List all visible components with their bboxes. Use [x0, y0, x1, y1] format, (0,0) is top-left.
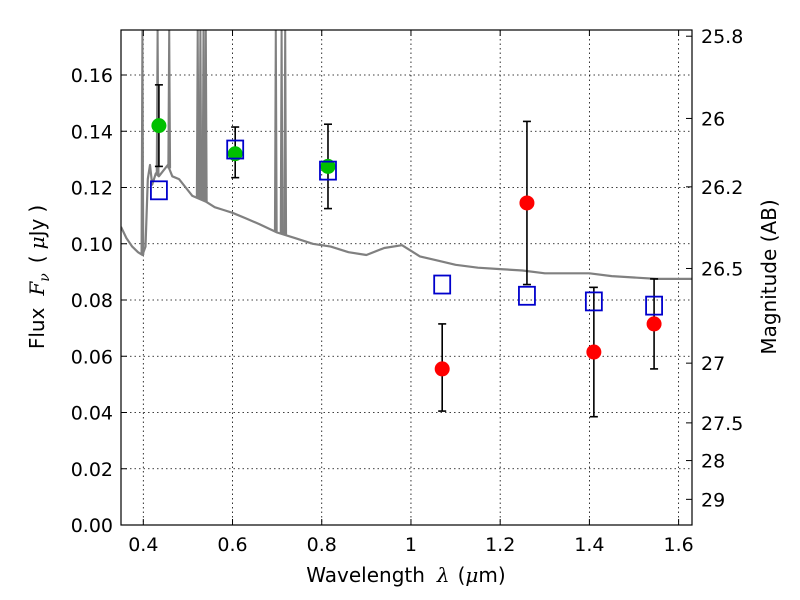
- model-point-square: [319, 160, 337, 181]
- grid: [121, 30, 692, 526]
- emission-line-spike: [140, 30, 145, 256]
- data-point-circle: [151, 118, 167, 134]
- mag-tick-label: 27.5: [701, 413, 743, 435]
- emission-line-spike: [201, 30, 206, 201]
- mag-tick-label: 26.5: [701, 258, 743, 280]
- y-tick-label: 0.06: [71, 346, 113, 368]
- model-point-square: [584, 291, 603, 312]
- error-bars-layer: [154, 84, 659, 418]
- x-tick-label: 1.6: [664, 534, 694, 556]
- y-tick-label: 0.16: [71, 65, 113, 87]
- model-point-square: [433, 274, 452, 295]
- mag-tick-label: 26: [701, 108, 725, 130]
- ticks: 0.4 0.6 0.8 1 1.2 1.4 1.6 0.00 0.02 0.04 0.06 0.08 0…: [71, 26, 744, 556]
- x-tick-label: 1.2: [485, 534, 515, 556]
- markers-layer: [150, 118, 663, 377]
- emission-line-spike: [198, 30, 203, 200]
- y-tick-label: 0.00: [71, 515, 113, 537]
- data-point-circle: [519, 195, 535, 211]
- emission-line-spike: [203, 30, 208, 202]
- y-tick-label: 0.08: [71, 290, 113, 312]
- emission-line-spike: [279, 30, 284, 234]
- mag-tick-label: 27: [701, 353, 725, 375]
- x-tick-label: 0.4: [128, 534, 158, 556]
- data-point-circle: [434, 361, 450, 377]
- emission-line-spike: [167, 30, 172, 169]
- x-tick-label: 1.4: [574, 534, 604, 556]
- y-tick-label: 0.10: [71, 234, 113, 256]
- data-point-circle: [646, 316, 662, 332]
- model-point-square: [518, 285, 536, 306]
- mag-tick-label: 26.2: [701, 177, 743, 199]
- y-axis-title: FluxFν(μJy): [25, 205, 53, 349]
- mag-tick-label: 28: [701, 451, 725, 473]
- y-tick-label: 0.02: [71, 459, 113, 481]
- y-tick-label: 0.14: [71, 121, 113, 143]
- emission-line-spike: [283, 30, 288, 236]
- model-spectrum-layer: [121, 30, 692, 280]
- x-tick-label: 0.8: [307, 534, 337, 556]
- data-point-circle: [586, 344, 602, 360]
- model-spectrum-line: [121, 163, 692, 280]
- y2-axis-title: Magnitude (AB): [757, 199, 781, 354]
- y-tick-label: 0.12: [71, 178, 113, 200]
- mag-tick-label: 29: [701, 489, 725, 511]
- x-tick-label: 1: [405, 534, 417, 556]
- model-point-square: [645, 295, 663, 316]
- data-point-circle: [227, 146, 243, 162]
- emission-line-spike: [195, 30, 200, 199]
- data-point-circle: [320, 158, 336, 174]
- emission-line-spike: [273, 30, 278, 232]
- x-axis-title: Wavelength λ (μm): [306, 563, 505, 587]
- y-tick-label: 0.04: [71, 403, 113, 425]
- model-point-square: [226, 139, 245, 160]
- x-tick-label: 0.6: [217, 534, 247, 556]
- mag-tick-label: 25.8: [701, 26, 743, 48]
- plot-frame: [120, 29, 693, 526]
- model-point-square: [150, 180, 168, 201]
